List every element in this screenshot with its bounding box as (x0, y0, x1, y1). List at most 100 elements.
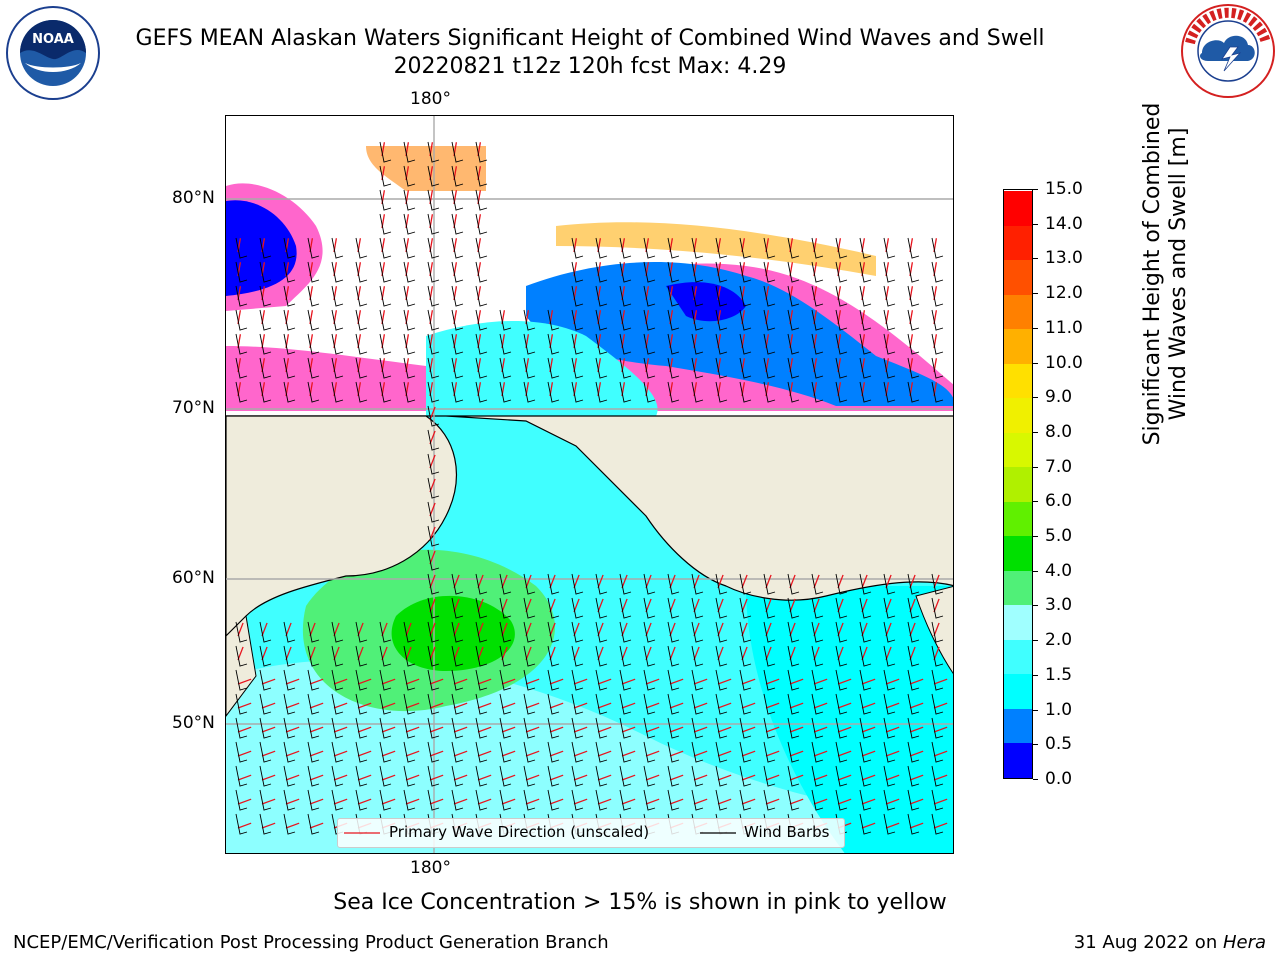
wind-barb (643, 237, 656, 259)
lon-label-top: 180° (410, 89, 451, 109)
wave-direction-arrow (429, 646, 436, 661)
wind-barb (667, 333, 680, 355)
colorbar-tick-label: 0.5 (1045, 734, 1073, 755)
wave-direction-arrow (861, 726, 876, 733)
wind-barb (715, 645, 728, 667)
wind-barb (811, 573, 824, 595)
wind-barb (835, 573, 848, 595)
wave-direction-arrow (741, 726, 756, 733)
wind-barb (547, 645, 560, 667)
wind-barb (379, 717, 392, 739)
wind-barb (787, 333, 800, 355)
wind-barb (811, 693, 824, 715)
wind-barb (475, 789, 488, 811)
wave-direction-arrow (909, 726, 924, 733)
wind-barb (331, 285, 344, 307)
wind-barb (283, 621, 296, 643)
wind-barb (571, 381, 584, 403)
wind-barb-legend-label: Wind Barbs (744, 823, 830, 841)
wind-barb (643, 357, 656, 379)
colorbar-tick-label: 7.0 (1045, 456, 1073, 477)
wave-direction-arrow (885, 598, 892, 613)
wave-direction-arrow (501, 798, 516, 805)
wind-barb (619, 285, 632, 307)
wave-direction-arrow (405, 678, 420, 685)
wave-direction-arrow (789, 726, 804, 733)
wind-barb (403, 309, 416, 331)
wave-direction-arrow (813, 646, 820, 661)
colorbar-tick-mark (1033, 570, 1038, 572)
wind-barb (475, 669, 488, 691)
wind-barb (307, 765, 320, 787)
wave-direction-arrow (741, 574, 748, 589)
wave-direction-arrow (477, 702, 492, 709)
wave-direction-arrow (597, 774, 612, 781)
wave-direction-arrow (549, 750, 564, 757)
wave-direction-arrow (525, 726, 540, 733)
wave-direction-arrow (477, 798, 492, 805)
wave-direction-arrow (765, 574, 772, 589)
wave-direction-arrow (285, 622, 292, 637)
wind-barb (811, 741, 824, 763)
wave-direction-arrow (765, 598, 772, 613)
wind-barb (931, 693, 944, 715)
wind-barb (691, 645, 704, 667)
wave-direction-arrow (237, 774, 252, 781)
colorbar-tick-mark (1033, 362, 1038, 364)
wind-barb (427, 261, 440, 283)
wind-barb (451, 237, 464, 259)
wind-barb (403, 261, 416, 283)
wave-direction-arrow (501, 774, 516, 781)
wave-direction-arrow (381, 622, 388, 637)
wind-barb (883, 645, 896, 667)
wind-barb (835, 669, 848, 691)
wave-direction-arrow (597, 678, 612, 685)
colorbar-tick-label: 4.0 (1045, 560, 1073, 581)
wind-barb (283, 693, 296, 715)
wave-direction-arrow (909, 774, 924, 781)
wave-direction-arrow (909, 798, 924, 805)
wind-barb (571, 597, 584, 619)
wave-direction-arrow (525, 574, 532, 589)
wind-barb (331, 669, 344, 691)
wind-barb (355, 765, 368, 787)
wind-barb (619, 381, 632, 403)
colorbar-tick-mark (1033, 501, 1038, 503)
wind-barb (931, 645, 944, 667)
wind-barb (259, 669, 272, 691)
wind-barb (835, 765, 848, 787)
wave-direction-arrow (693, 798, 708, 805)
wind-barb (691, 357, 704, 379)
wave-direction-arrow (285, 646, 292, 661)
wind-barb (355, 669, 368, 691)
wave-direction-arrow (789, 702, 804, 709)
wave-direction-arrow (861, 574, 868, 589)
wind-barb (715, 741, 728, 763)
wave-direction-legend-label: Primary Wave Direction (unscaled) (389, 823, 650, 841)
wave-direction-arrow (597, 702, 612, 709)
wave-direction-arrow (477, 622, 484, 637)
wind-barb (499, 381, 512, 403)
wave-direction-arrow (789, 678, 804, 685)
wind-barb (451, 597, 464, 619)
colorbar-tick-mark (1033, 536, 1038, 538)
wind-barb (403, 213, 416, 235)
wind-barb (907, 333, 920, 355)
wave-direction-arrow (933, 622, 940, 637)
wave-direction-arrow (885, 678, 900, 685)
wind-barb (283, 669, 296, 691)
wind-barb (475, 381, 488, 403)
wave-direction-arrow (861, 774, 876, 781)
wind-barb (739, 669, 752, 691)
wind-barb (835, 741, 848, 763)
wave-direction-arrow (693, 702, 708, 709)
wave-direction-legend-line-icon (344, 832, 380, 834)
wind-barb (859, 357, 872, 379)
wind-barb (931, 381, 944, 403)
wave-direction-arrow (621, 726, 636, 733)
wind-barb (763, 669, 776, 691)
wave-direction-arrow (429, 774, 444, 781)
wind-barb (835, 237, 848, 259)
wind-barb (379, 381, 392, 403)
wave-direction-arrow (813, 750, 828, 757)
